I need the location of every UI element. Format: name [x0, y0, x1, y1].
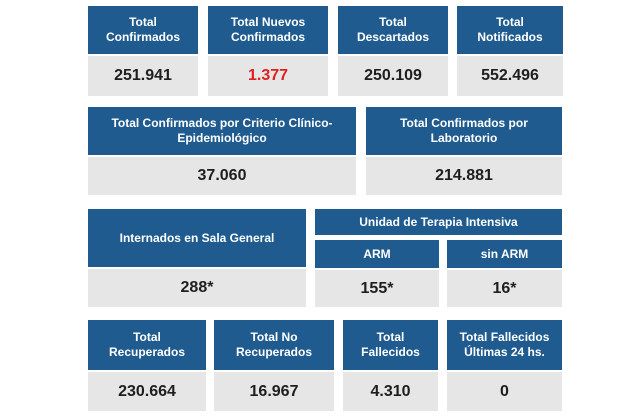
confirmados-criterio-clinico-value: 37.060: [88, 157, 356, 195]
sin-arm-value: 16*: [447, 270, 562, 307]
confirmados-laboratorio-value: 214.881: [366, 157, 562, 195]
arm-value: 155*: [315, 270, 439, 307]
arm-card: ARM 155*: [315, 240, 439, 307]
sin-arm-card: sin ARM 16*: [447, 240, 562, 307]
total-no-recuperados-value: 16.967: [214, 372, 334, 411]
uti-title-card: Unidad de Terapia Intensiva: [315, 209, 562, 235]
total-descartados-card: Total Descartados 250.109: [338, 6, 448, 96]
sin-arm-label: sin ARM: [447, 240, 562, 268]
total-nuevos-confirmados-value: 1.377: [208, 56, 328, 96]
total-no-recuperados-label: Total No Recuperados: [214, 320, 334, 370]
total-fallecidos-label: Total Fallecidos: [343, 320, 438, 370]
fallecidos-24hs-card: Total Fallecidos Últimas 24 hs. 0: [447, 320, 562, 411]
total-confirmados-card: Total Confirmados 251.941: [88, 6, 198, 96]
total-recuperados-card: Total Recuperados 230.664: [88, 320, 206, 411]
internados-sala-general-card: Internados en Sala General 288*: [88, 209, 306, 307]
fallecidos-24hs-value: 0: [447, 372, 562, 411]
confirmados-criterio-clinico-card: Total Confirmados por Criterio Clínico- …: [88, 107, 356, 195]
total-notificados-value: 552.496: [457, 56, 563, 96]
total-nuevos-confirmados-label: Total Nuevos Confirmados: [208, 6, 328, 54]
total-notificados-card: Total Notificados 552.496: [457, 6, 563, 96]
total-descartados-value: 250.109: [338, 56, 448, 96]
total-fallecidos-value: 4.310: [343, 372, 438, 411]
confirmados-laboratorio-label: Total Confirmados por Laboratorio: [366, 107, 562, 155]
total-recuperados-label: Total Recuperados: [88, 320, 206, 370]
total-confirmados-value: 251.941: [88, 56, 198, 96]
arm-label: ARM: [315, 240, 439, 268]
confirmados-laboratorio-card: Total Confirmados por Laboratorio 214.88…: [366, 107, 562, 195]
internados-sala-general-label: Internados en Sala General: [88, 209, 306, 267]
total-descartados-label: Total Descartados: [338, 6, 448, 54]
total-recuperados-value: 230.664: [88, 372, 206, 411]
fallecidos-24hs-label: Total Fallecidos Últimas 24 hs.: [447, 320, 562, 370]
total-fallecidos-card: Total Fallecidos 4.310: [343, 320, 438, 411]
total-notificados-label: Total Notificados: [457, 6, 563, 54]
uti-title-label: Unidad de Terapia Intensiva: [315, 209, 562, 235]
internados-sala-general-value: 288*: [88, 269, 306, 307]
total-no-recuperados-card: Total No Recuperados 16.967: [214, 320, 334, 411]
confirmados-criterio-clinico-label: Total Confirmados por Criterio Clínico- …: [88, 107, 356, 155]
total-nuevos-confirmados-card: Total Nuevos Confirmados 1.377: [208, 6, 328, 96]
total-confirmados-label: Total Confirmados: [88, 6, 198, 54]
